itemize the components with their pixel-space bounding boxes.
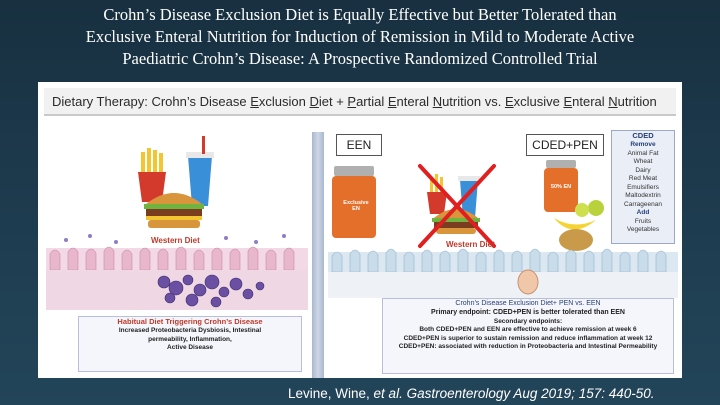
cded-add-item: Vegetables <box>626 226 660 233</box>
formula-jar-label: Exclusive EN <box>343 200 369 212</box>
results-secondary-heading: Secondary endpoints: <box>493 317 563 325</box>
cded-food-list: CDED Remove Animal Fat Wheat Dairy Red M… <box>611 130 675 244</box>
habitual-diet-box: Habitual Diet Triggering Crohn’s Disease… <box>78 316 302 372</box>
habitual-diet-line-3: Active Disease <box>167 344 213 351</box>
healthy-villi <box>331 248 667 273</box>
results-line-2: CDED+PEN is superior to sustain remissio… <box>403 334 653 342</box>
apple-icon <box>575 200 604 217</box>
red-cross-icon <box>418 164 496 248</box>
slide-title-line-2: Exclusive Enteral Nutrition for Inductio… <box>85 27 635 46</box>
habitual-diet-line-2: permeability, Inflammation, <box>148 335 232 343</box>
results-primary-endpoint: Primary endpoint: CDED+PEN is better tol… <box>431 309 625 316</box>
left-panel-western-diet: Western Diet Habitual Diet Triggering Cr… <box>46 122 308 374</box>
slide-title-line-1: Crohn’s Disease Exclusion Diet is Equall… <box>103 5 617 24</box>
slide-title-line-3: Paediatric Crohn’s Disease: A Prospectiv… <box>122 49 598 68</box>
cded-pen-label: CDED+PEN <box>526 134 604 156</box>
een-label: EEN <box>336 134 382 156</box>
western-diet-label: Western Diet <box>151 236 200 245</box>
figure-header: Dietary Therapy: Crohn’s Disease Exclusi… <box>44 88 676 116</box>
therapy-illustration <box>328 160 678 298</box>
slide-title: Crohn’s Disease Exclusion Diet is Equall… <box>0 4 720 70</box>
cded-remove-heading: Remove <box>630 141 656 148</box>
results-box: Crohn’s Disease Exclusion Diet+ PEN vs. … <box>382 298 674 374</box>
pen-jar-label: 50% EN <box>550 184 572 190</box>
potato-icon <box>559 229 593 251</box>
results-line-1: Both CDED+PEN and EEN are effective to a… <box>419 326 637 333</box>
formula-jar-icon <box>332 166 376 238</box>
citation: Levine, Wine, et al. Gastroenterology Au… <box>288 386 655 401</box>
banana-icon <box>554 218 596 230</box>
cded-remove-item: Dairy <box>635 166 651 174</box>
study-figure: Dietary Therapy: Crohn’s Disease Exclusi… <box>38 82 682 378</box>
divider-bar <box>312 132 324 378</box>
fries-icon <box>138 148 166 202</box>
cded-title: CDED <box>632 131 654 140</box>
burger-icon <box>144 193 204 228</box>
cded-remove-item: Animal Fat <box>627 149 659 157</box>
western-diet-crossed-label: Western Diet <box>446 240 495 249</box>
habitual-diet-title: Habitual Diet Triggering Crohn’s Disease <box>117 317 263 326</box>
results-line-3: CDED+PEN: associated with reduction in P… <box>398 343 658 350</box>
cded-add-item: Fruits <box>634 217 652 225</box>
western-diet-illustration <box>46 136 308 310</box>
right-panel-therapy: EEN CDED+PEN <box>328 122 678 374</box>
results-title: Crohn’s Disease Exclusion Diet+ PEN vs. … <box>455 300 601 307</box>
habitual-diet-line-1: Increased Proteobacteria Dysbiosis, Inte… <box>118 327 262 334</box>
inflammatory-cells <box>157 274 265 308</box>
lymph-node-icon <box>517 269 539 295</box>
cded-remove-item: Wheat <box>633 158 653 165</box>
cded-remove-item: Maltodextrin <box>625 192 661 199</box>
soda-cup-icon <box>186 136 214 206</box>
cded-remove-item: Carrageenan <box>624 200 662 208</box>
bacteria-dots <box>64 234 286 244</box>
intestinal-villi <box>49 246 295 271</box>
cded-remove-item: Red Meat <box>628 175 658 182</box>
cded-remove-item: Emulsifiers <box>627 183 659 191</box>
pen-jar-icon <box>544 160 578 212</box>
cded-add-heading: Add <box>636 209 650 216</box>
crossed-burger-icon <box>432 209 480 234</box>
